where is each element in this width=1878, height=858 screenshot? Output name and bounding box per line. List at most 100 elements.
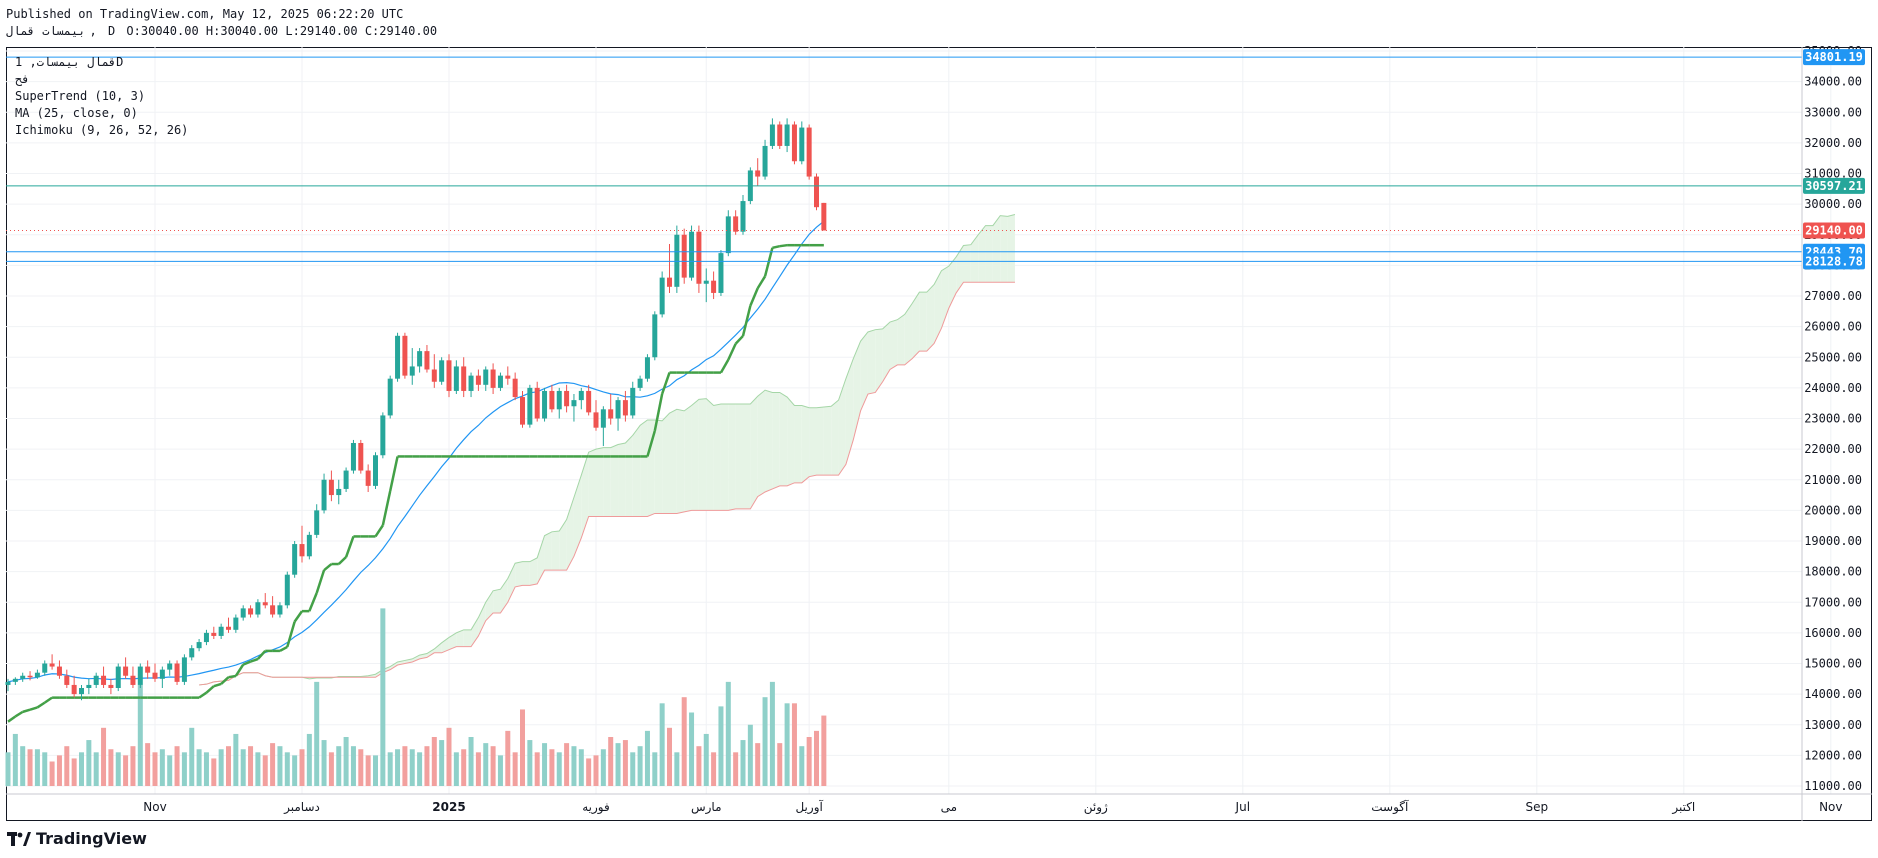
supertrend-segment [242, 660, 252, 666]
y-tick-label: 15000.00 [1804, 657, 1862, 671]
y-tick-label: 16000.00 [1804, 626, 1862, 640]
supertrend-segment [228, 674, 237, 679]
cloud-segment [801, 405, 810, 483]
y-tick-label: 30000.00 [1804, 197, 1862, 211]
candle [659, 271, 665, 318]
supertrend-segment [293, 610, 304, 623]
candle [402, 332, 408, 379]
cloud-segment [743, 403, 751, 509]
cloud-segment [426, 648, 435, 658]
tradingview-logo[interactable]: TradingView [7, 829, 147, 848]
candle [79, 684, 84, 701]
candle-body [20, 675, 26, 679]
candle [549, 384, 555, 413]
candle-body [806, 127, 812, 177]
volume-bar [821, 715, 827, 786]
candle-body [578, 390, 584, 401]
cloud-segment [412, 655, 420, 662]
volume-bar [490, 746, 496, 786]
volume-bar [373, 755, 378, 786]
cloud-segment [441, 637, 449, 653]
cloud-segment [926, 284, 935, 352]
candle-body [696, 231, 702, 284]
volume-bar [328, 752, 334, 786]
cloud-segment [640, 420, 648, 517]
candle [380, 412, 386, 459]
candle [497, 372, 503, 391]
candle-body [674, 234, 680, 287]
candle-body [284, 574, 290, 606]
legend-ichimoku[interactable]: Ichimoku (9, 26, 52, 26) [15, 123, 189, 137]
candle [299, 525, 305, 563]
candle-body [586, 390, 592, 413]
volume-bar [115, 752, 121, 786]
x-tick-label: دسامبر [283, 800, 320, 815]
candle [101, 666, 107, 688]
candle-body [814, 176, 819, 208]
candle [233, 614, 239, 633]
volume-bar [101, 727, 107, 786]
volume-bar [380, 608, 386, 786]
supertrend-segment [308, 592, 318, 612]
candle-body [755, 170, 761, 177]
supertrend-segment [719, 359, 730, 374]
candle-body [791, 124, 797, 162]
volume-bar [350, 746, 356, 786]
candle-body [130, 675, 136, 685]
ichimoku-cloud [199, 214, 1016, 686]
volume-bar [79, 752, 84, 786]
cloud-segment [823, 406, 832, 476]
y-tick-label: 25000.00 [1804, 350, 1862, 364]
legend-supertrend[interactable]: SuperTrend (10, 3) [15, 89, 146, 103]
volume-bar [659, 703, 665, 786]
candle [174, 660, 180, 685]
candle [108, 678, 114, 695]
cloud-segment [720, 403, 729, 511]
candle-body [615, 400, 621, 419]
volume-bar [145, 743, 151, 786]
cloud-segment [390, 661, 398, 670]
cloud-segment [573, 475, 582, 557]
candle-body [306, 534, 312, 557]
legend-ma[interactable]: MA (25, close, 0) [15, 106, 138, 120]
volume-bar [417, 752, 423, 786]
cloud-segment [647, 420, 655, 517]
candle [86, 678, 92, 695]
supertrend-segment [374, 524, 384, 538]
candle-body [600, 409, 606, 428]
candle [593, 400, 599, 431]
cloud-segment [787, 397, 795, 486]
candle-body [380, 415, 386, 456]
volume-bar [446, 727, 452, 786]
price-axis: 35000.0034000.0033000.0032000.0031000.00… [1804, 44, 1862, 793]
volume-bar [277, 746, 283, 786]
cloud-segment [875, 328, 883, 393]
candle-body [725, 216, 731, 254]
candle [755, 158, 761, 186]
candle [718, 250, 724, 296]
candle-body [718, 253, 724, 293]
symbol-name[interactable]: بیمسات قمال [6, 24, 86, 38]
candle [446, 354, 452, 398]
cloud-segment [684, 405, 692, 512]
volume-bar [343, 737, 349, 786]
candle [542, 387, 548, 422]
volume-bar [593, 755, 599, 786]
volume-bar [747, 724, 753, 786]
candle-body [483, 369, 489, 385]
candle [373, 452, 378, 489]
leading-span-b [199, 281, 1015, 686]
supertrend-segment [337, 556, 347, 565]
volume-bar [211, 758, 217, 786]
candle [336, 479, 342, 505]
volume-bar [395, 749, 401, 786]
legend-symbol[interactable]: قمال بیمسات, 1D [15, 55, 124, 69]
y-tick-label: 27000.00 [1804, 289, 1862, 303]
candle-body [321, 479, 327, 511]
volume-bar [622, 740, 628, 786]
cloud-segment [463, 629, 472, 647]
volume-bar [64, 746, 70, 786]
candle-body [255, 602, 261, 615]
y-tick-label: 13000.00 [1804, 718, 1862, 732]
